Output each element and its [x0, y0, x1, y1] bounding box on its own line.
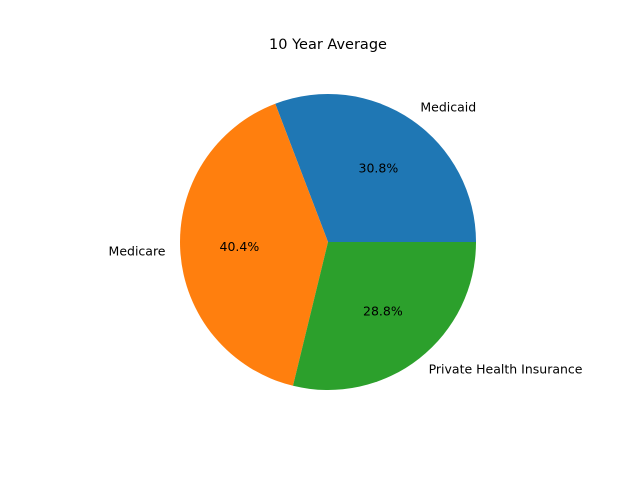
- pie-slices: [179, 94, 476, 390]
- pie-slice-medicare: [179, 103, 328, 386]
- percent-label-medicaid: 30.8%: [359, 160, 399, 175]
- chart-title: 10 Year Average: [269, 37, 387, 53]
- slice-label-medicaid: Medicaid: [420, 99, 476, 114]
- slice-label-private-health-insurance: Private Health Insurance: [429, 362, 583, 377]
- slice-label-medicare: Medicare: [109, 244, 166, 259]
- pie-slice-private-health-insurance: [292, 242, 476, 390]
- pie-labels: Medicaid 30.8% Medicare 40.4% Private Health…: [109, 99, 583, 376]
- percent-label-medicare: 40.4%: [220, 239, 260, 254]
- pie-slice-medicaid: [275, 94, 476, 242]
- percent-label-private-health-insurance: 28.8%: [363, 303, 403, 318]
